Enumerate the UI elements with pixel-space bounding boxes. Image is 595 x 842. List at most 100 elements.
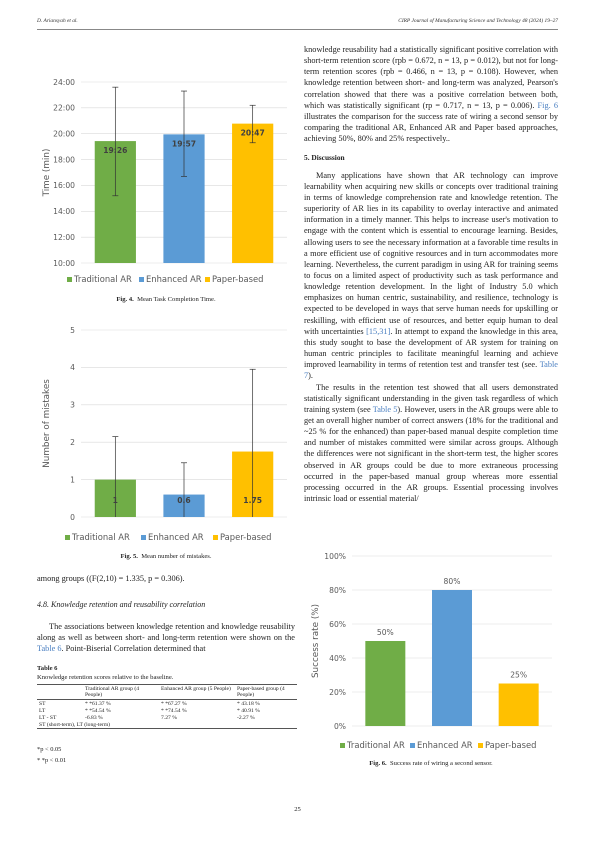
y-tick-label: 60% (329, 620, 346, 629)
left-p1-a: The associations between knowledge reten… (37, 622, 295, 643)
legend-swatch (410, 743, 415, 748)
fig4-caption-text: Mean Task Completion Time. (137, 296, 216, 303)
left-paragraph: The associations between knowledge reten… (37, 621, 295, 654)
fig5-caption-prefix: Fig. 5. (120, 553, 138, 560)
data-label: 1.75 (243, 496, 262, 505)
y-axis-label: Number of mistakes (42, 379, 52, 468)
legend-swatch (141, 535, 146, 540)
subsection-heading: 4.8. Knowledge retention and reusability… (37, 600, 206, 609)
table6: Traditional AR group (4 People) Enhanced… (37, 684, 297, 729)
table-cell: * *74.54 % (161, 707, 187, 714)
running-header-authors: D. Ariansyah et al. (37, 18, 78, 24)
legend-label: Enhanced AR (148, 532, 204, 542)
data-label: 50% (377, 628, 394, 637)
fig4-chart: 10:00 12:00 14:00 16:00 18:00 20:00 22:00 24:00… (42, 78, 287, 284)
table-cell: LT - ST (39, 714, 57, 721)
legend-label: Paper-based (220, 532, 271, 542)
right-p1-b: illustrates the comparison for the succe… (304, 111, 558, 144)
table6-link[interactable]: Table 6 (37, 644, 62, 654)
y-tick-label: 0% (334, 722, 346, 731)
bar (498, 683, 539, 726)
y-tick-label: 14:00 (53, 207, 75, 216)
y-tick-label: 0 (70, 513, 75, 522)
section-heading-discussion: 5. Discussion (304, 153, 345, 163)
table6-title: Table 6 (37, 665, 58, 672)
table6-title-block: Table 6 Knowledge retention scores relat… (37, 664, 173, 682)
y-tick-label: 16:00 (53, 181, 75, 190)
left-among-text: among groups ((F(2,10) = 1.335, p = 0.30… (37, 574, 185, 583)
legend-label: Traditional AR (71, 532, 130, 542)
right-p2-a: Many applications have shown that AR tec… (304, 170, 558, 336)
legend-swatch (213, 535, 218, 540)
table-cell: * *67.27 % (161, 700, 187, 707)
table5-link[interactable]: Table 5 (372, 404, 398, 414)
fig5-caption: Fig. 5. Mean number of mistakes. (37, 553, 295, 560)
y-tick-label: 3 (70, 401, 75, 410)
fig6-chart: 0% 20% 40% 60% 80% 100% Success rate (%) 50% 80%… (311, 552, 552, 750)
legend-swatch (67, 277, 72, 282)
y-tick-label: 10:00 (53, 259, 75, 268)
table-cell: 7.27 % (161, 714, 177, 721)
legend-label: Paper-based (212, 274, 263, 284)
table-footnote: ST (short-term), LT (long-term) (39, 721, 111, 728)
legend-swatch (205, 277, 210, 282)
table-row: LT * *54.54 % * *74.54 % * 40.91 % (37, 707, 297, 714)
table-cell: -2.27 % (237, 714, 255, 721)
y-tick-label: 40% (329, 654, 346, 663)
table-note-1: *p < 0.05 (37, 746, 62, 753)
legend-label: Enhanced AR (417, 740, 473, 750)
fig6-caption-text: Success rate of wiring a second sensor. (389, 760, 493, 767)
legend-label: Traditional AR (73, 274, 132, 284)
bar (365, 641, 406, 726)
legend-swatch (340, 743, 345, 748)
y-tick-label: 1 (70, 475, 75, 484)
table7-link[interactable]: Table 7 (304, 360, 558, 381)
y-tick-label: 5 (70, 326, 75, 335)
data-label: 19:26 (103, 146, 127, 155)
table-row: ST * *61.37 % * *67.27 % * 43.18 % (37, 700, 297, 708)
right-p3-a: The results in the retention test showed… (304, 382, 558, 414)
header-rule (37, 29, 558, 30)
table-footnote-row: ST (short-term), LT (long-term) (37, 721, 297, 729)
table-cell: * *54.54 % (85, 707, 111, 714)
y-tick-label: 18:00 (53, 155, 75, 164)
fig5-chart: 0 1 2 3 4 5 Number of mistakes 1 0.6 1.75 Traditio… (42, 326, 287, 542)
ref-link[interactable]: [15,31] (366, 326, 391, 336)
y-tick-label: 100% (324, 552, 346, 561)
data-label: 80% (444, 577, 461, 586)
fig6-caption-prefix: Fig. 6. (369, 760, 387, 767)
legend-label: Traditional AR (346, 740, 405, 750)
table-header: Enhanced AR group (5 People) (161, 686, 231, 692)
left-p1-b: . Point-Biserial Correlation determined … (61, 644, 206, 654)
legend-swatch (139, 277, 144, 282)
data-label: 1 (113, 496, 118, 505)
y-tick-label: 12:00 (53, 233, 75, 242)
y-tick-label: 22:00 (53, 104, 75, 113)
table-cell: * 43.18 % (237, 700, 260, 707)
table-cell: ST (39, 700, 46, 707)
table-header: Paper-based group (4 People) (237, 686, 285, 698)
fig4-caption: Fig. 4. Mean Task Completion Time. (37, 296, 295, 303)
legend-swatch (478, 743, 483, 748)
y-tick-label: 80% (329, 586, 346, 595)
legend-swatch (65, 535, 70, 540)
y-tick-label: 20:00 (53, 130, 75, 139)
fig6-link[interactable]: Fig. 6 (537, 100, 558, 110)
table-row: LT - ST -6.83 % 7.27 % -2.27 % (37, 714, 297, 721)
right-p1-a: knowledge reusability had a statisticall… (304, 45, 558, 110)
y-tick-label: 24:00 (53, 78, 75, 87)
right-p2-b: . In attempt to expand the knowledge in … (304, 326, 558, 370)
table-cell: * *61.37 % (85, 700, 111, 707)
data-label: 25% (510, 671, 527, 680)
running-header-journal: CIRP Journal of Manufacturing Science an… (398, 18, 558, 24)
table-header (37, 685, 83, 700)
y-tick-label: 4 (70, 363, 75, 372)
bar (232, 123, 274, 263)
table-cell: LT (39, 707, 46, 714)
right-column: knowledge reusability had a statisticall… (304, 44, 558, 504)
table-cell: -6.83 % (85, 714, 103, 721)
table-header: Traditional AR group (4 People) (85, 686, 140, 698)
legend-label: Enhanced AR (146, 274, 202, 284)
table-note-2: * *p < 0.01 (37, 757, 67, 764)
bar (432, 590, 472, 726)
